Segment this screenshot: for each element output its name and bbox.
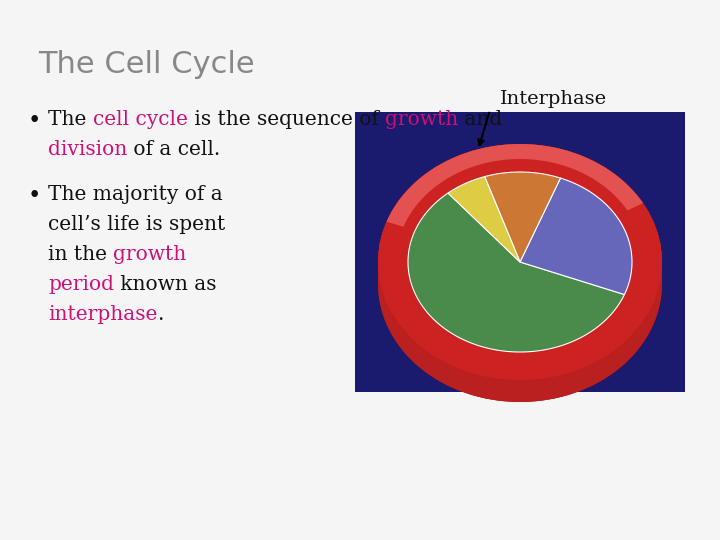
Text: growth: growth — [113, 245, 186, 264]
PathPatch shape — [408, 193, 624, 352]
Text: •: • — [28, 185, 41, 207]
Text: is the sequence of: is the sequence of — [188, 110, 385, 129]
Ellipse shape — [408, 172, 632, 352]
Text: The Cell Cycle: The Cell Cycle — [38, 50, 255, 79]
Text: .: . — [158, 305, 163, 324]
Text: cell’s life is spent: cell’s life is spent — [48, 215, 225, 234]
Ellipse shape — [408, 194, 632, 374]
Text: division: division — [48, 140, 127, 159]
PathPatch shape — [448, 177, 520, 262]
PathPatch shape — [485, 172, 560, 262]
PathPatch shape — [378, 262, 662, 402]
PathPatch shape — [408, 262, 632, 374]
Text: growth: growth — [385, 110, 458, 129]
Text: cell cycle: cell cycle — [93, 110, 188, 129]
Text: The: The — [48, 110, 93, 129]
Text: •: • — [28, 110, 41, 132]
Ellipse shape — [378, 166, 662, 402]
FancyBboxPatch shape — [355, 112, 685, 392]
Ellipse shape — [378, 144, 662, 380]
PathPatch shape — [408, 193, 624, 352]
Text: of a cell.: of a cell. — [127, 140, 220, 159]
PathPatch shape — [485, 172, 560, 262]
PathPatch shape — [448, 177, 520, 262]
Text: The majority of a: The majority of a — [48, 185, 222, 204]
Ellipse shape — [378, 144, 662, 380]
Text: Interphase: Interphase — [500, 90, 607, 108]
Text: period: period — [48, 275, 114, 294]
Text: known as: known as — [114, 275, 217, 294]
PathPatch shape — [387, 144, 643, 227]
PathPatch shape — [520, 178, 632, 294]
Text: and: and — [458, 110, 503, 129]
Text: in the: in the — [48, 245, 113, 264]
Text: interphase: interphase — [48, 305, 158, 324]
PathPatch shape — [520, 178, 632, 294]
Ellipse shape — [378, 144, 662, 380]
